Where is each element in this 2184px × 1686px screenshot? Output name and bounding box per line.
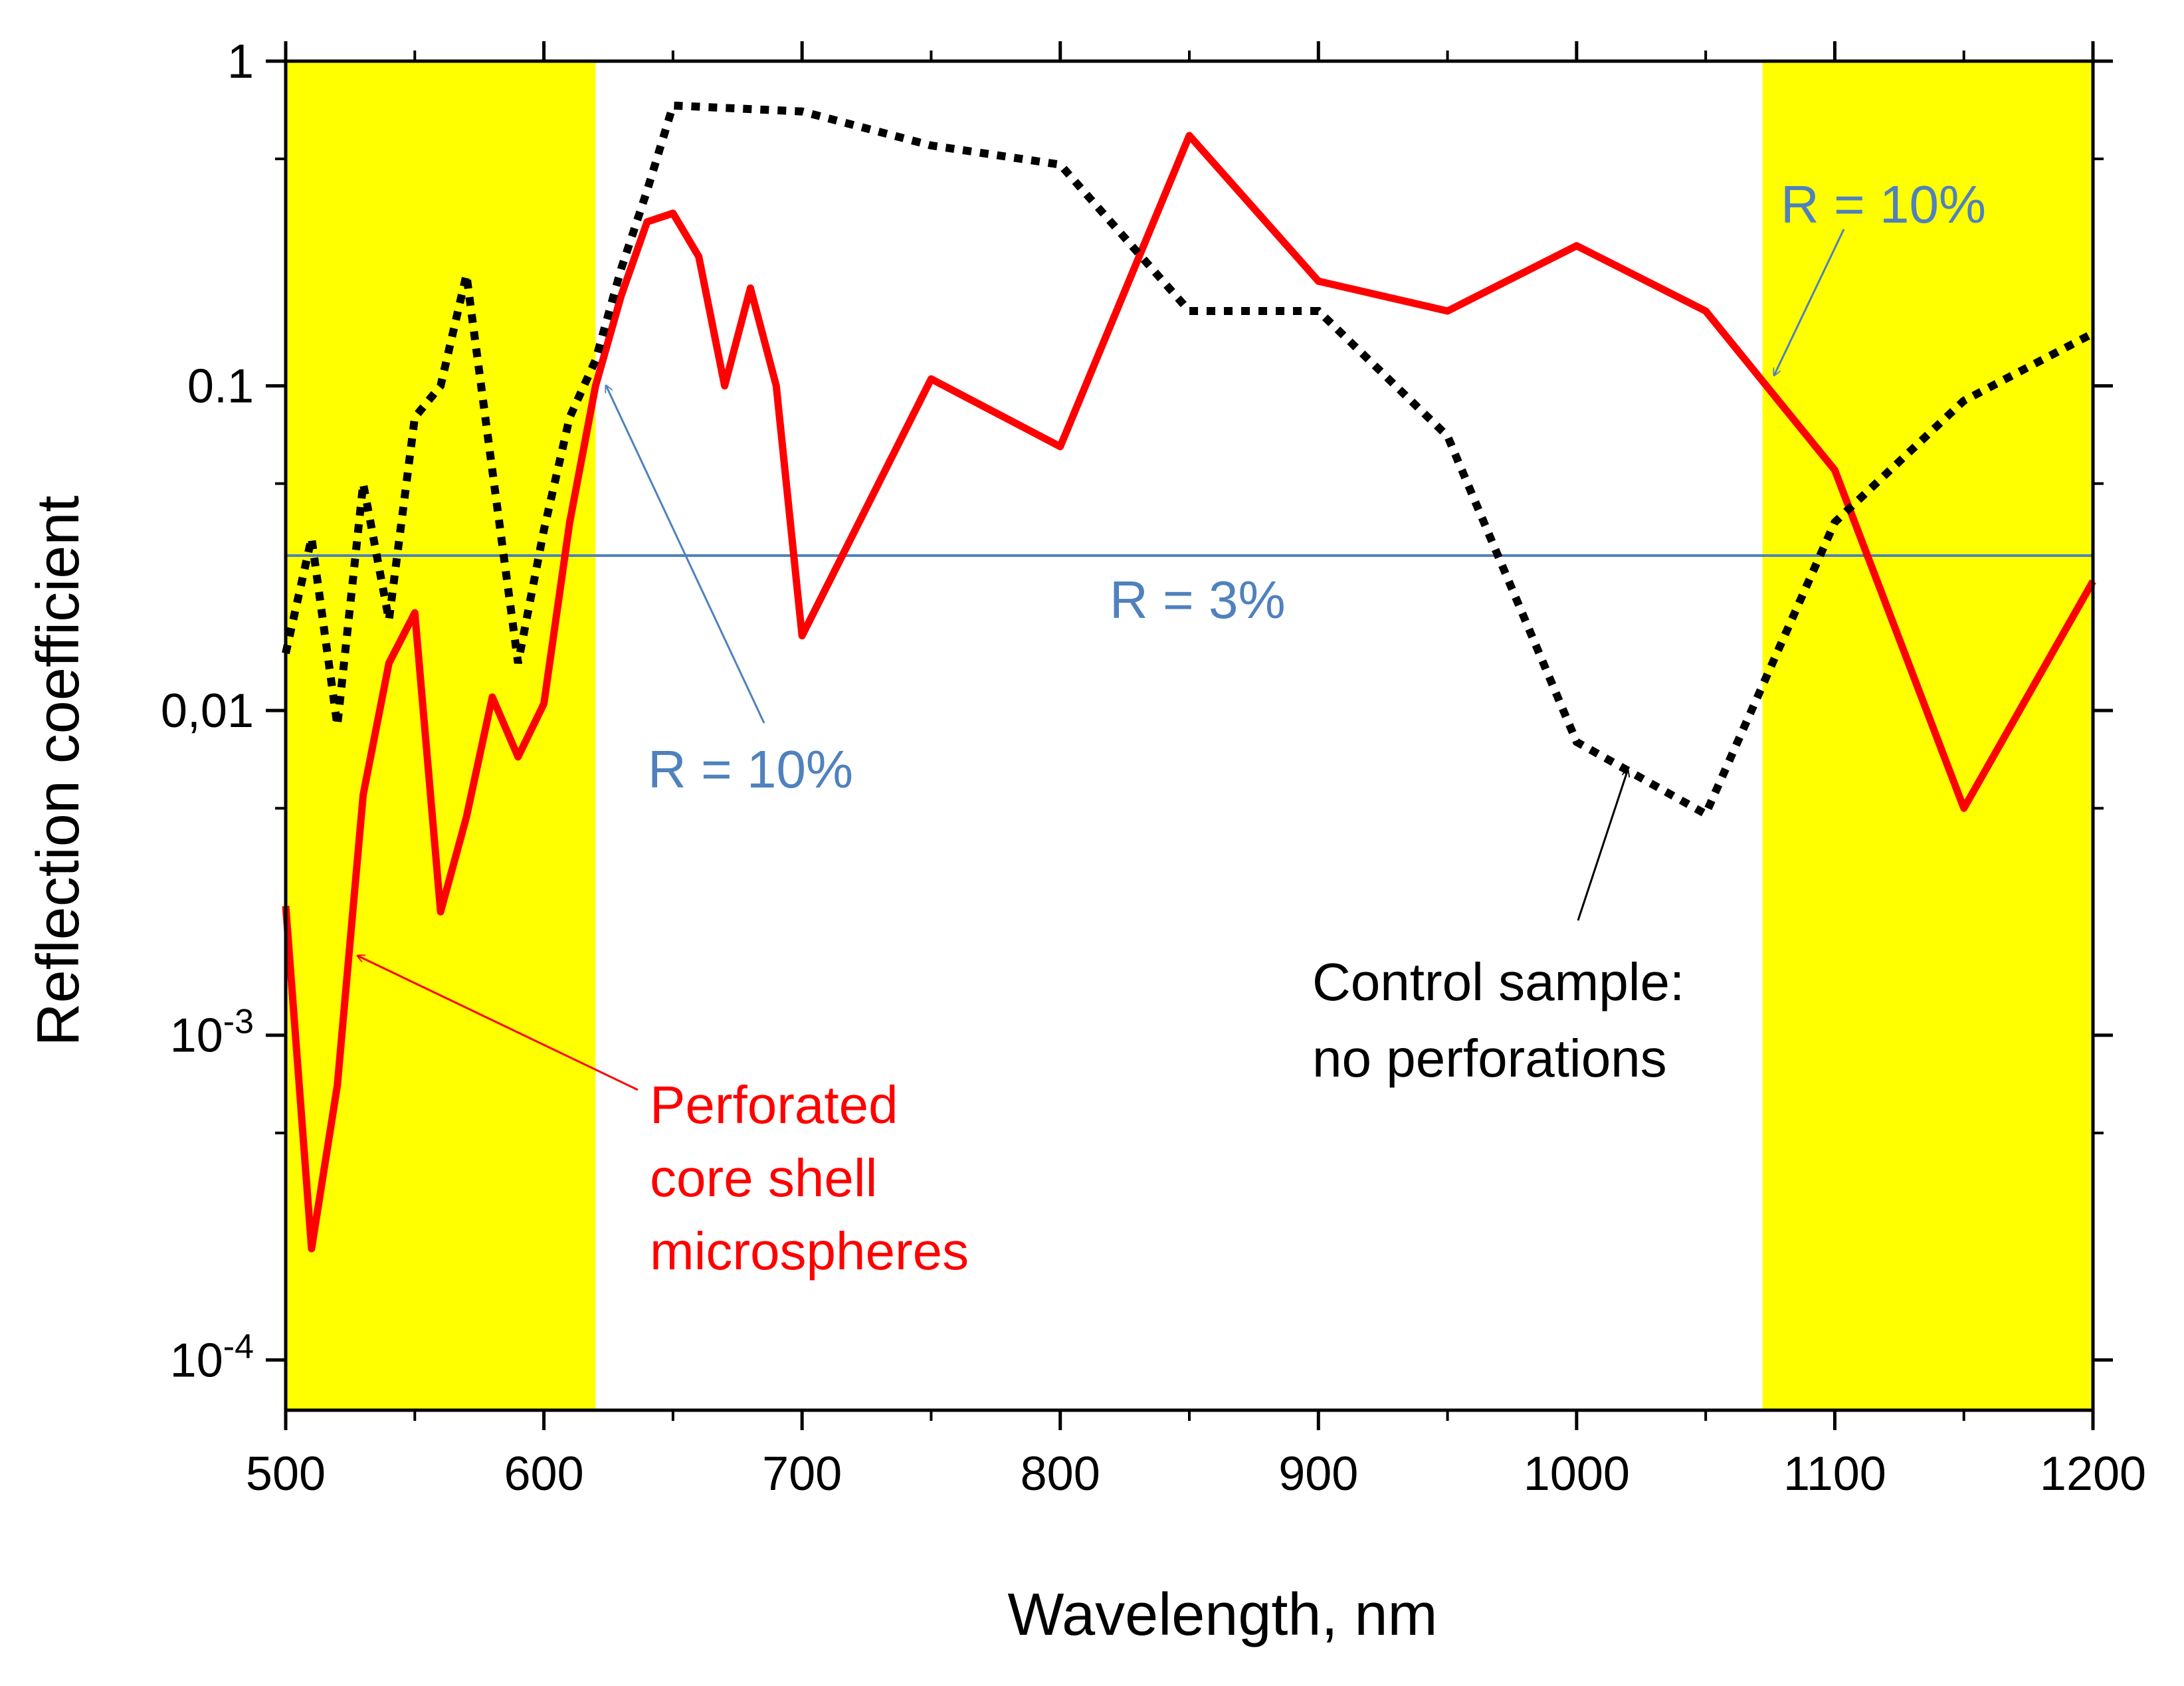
y-tick-label-sup-4: -4 <box>223 1327 254 1366</box>
y-tick-label-4: 10-4 <box>170 1327 254 1387</box>
y-tick-label-1: 0.1 <box>187 360 254 413</box>
x-axis: 500 600 700 800 900 1000 1100 1200 <box>246 41 2146 1501</box>
control-label: Control sample: no perforations <box>1312 952 1699 1088</box>
y-tick-label-base-2: 0,01 <box>161 685 254 738</box>
y-axis-title: Reflection coefficient <box>25 496 92 1047</box>
r10-right-arrow <box>1774 229 1845 375</box>
highlight-band-0 <box>286 61 596 1410</box>
y-tick-label-sup-3: -3 <box>223 1003 254 1041</box>
control-label-line-1: Control sample: <box>1312 952 1684 1011</box>
y-tick-label-2: 0,01 <box>161 685 254 738</box>
perforated-arrow <box>357 956 639 1091</box>
perforated-label: Perforated core shell microspheres <box>650 1075 969 1281</box>
r10-left-arrow <box>606 385 765 724</box>
series-1-control <box>282 101 2095 820</box>
r3-label: R = 3% <box>1110 570 1286 629</box>
y-tick-label-3: 10-3 <box>170 1003 254 1063</box>
y-tick-label-base-3: 10 <box>170 1009 223 1063</box>
y-tick-label-base-1: 0.1 <box>187 360 254 413</box>
x-tick-label-700: 700 <box>762 1447 842 1501</box>
x-tick-label-1100: 1100 <box>1783 1447 1886 1501</box>
x-tick-label-1200: 1200 <box>2040 1447 2146 1501</box>
perforated-label-line-3: microspheres <box>650 1221 969 1281</box>
annotations: R = 10% R = 10% R = 3% Control sample: n… <box>357 175 1986 1281</box>
perforated-label-line-1: Perforated <box>650 1075 898 1134</box>
x-tick-label-1000: 1000 <box>1524 1447 1630 1501</box>
highlight-band-1 <box>1762 61 2093 1410</box>
series-0-perforated <box>282 132 2096 1253</box>
x-axis-title: Wavelength, nm <box>1008 1582 1438 1648</box>
control-label-line-2: no perforations <box>1312 1029 1667 1088</box>
x-tick-label-800: 800 <box>1021 1447 1100 1501</box>
x-tick-label-500: 500 <box>246 1447 326 1501</box>
series-layer <box>282 101 2096 1253</box>
y-tick-label-0: 1 <box>227 35 254 88</box>
r10-right-label: R = 10% <box>1781 175 1986 234</box>
y-tick-label-base-0: 1 <box>227 35 254 88</box>
perforated-label-line-2: core shell <box>650 1148 877 1208</box>
control-arrow <box>1577 770 1628 921</box>
y-tick-label-base-4: 10 <box>170 1334 223 1387</box>
r10-left-label: R = 10% <box>648 740 853 799</box>
highlight-bands <box>286 61 2093 1410</box>
x-tick-label-600: 600 <box>504 1447 584 1501</box>
x-tick-label-900: 900 <box>1278 1447 1358 1501</box>
